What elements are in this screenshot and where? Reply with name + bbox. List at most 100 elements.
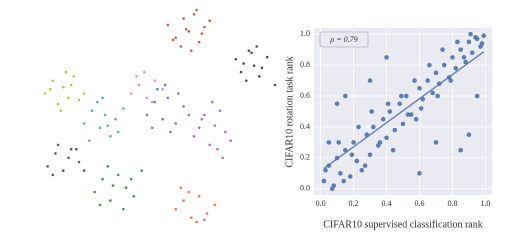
point — [384, 55, 389, 60]
embedding-point — [258, 75, 261, 78]
embedding-point — [111, 184, 115, 187]
embedding-point — [140, 169, 144, 172]
embedding-point — [103, 113, 107, 117]
annotation-box — [319, 31, 369, 48]
embedding-point — [187, 190, 191, 194]
embedding-point — [90, 109, 94, 112]
embedding-point — [124, 186, 128, 190]
embedding-point — [101, 96, 104, 100]
embedding-point — [109, 135, 112, 138]
embedding-point — [224, 130, 227, 134]
embedding-point — [213, 124, 217, 127]
x-tick-label: 0.4 — [382, 199, 392, 208]
y-tick-label: 0.6 — [300, 91, 310, 100]
embedding-point — [64, 70, 68, 74]
x-tick-label: 0.8 — [447, 199, 457, 208]
x-tick-label: 0.6 — [414, 199, 424, 208]
point — [326, 140, 332, 145]
embedding-point — [132, 195, 136, 198]
embedding-point — [61, 85, 65, 89]
embedding-point — [239, 70, 243, 74]
embedding-point — [221, 156, 225, 160]
point — [425, 78, 431, 83]
embedding-point — [69, 147, 73, 151]
embedding-point — [163, 83, 167, 87]
point — [430, 90, 435, 96]
point — [479, 41, 485, 46]
point — [338, 171, 343, 176]
embedding-point — [229, 139, 232, 142]
embedding-point — [208, 19, 211, 23]
point — [367, 78, 373, 83]
embedding-point — [174, 207, 177, 211]
embedding-point — [59, 109, 62, 112]
embedding-point — [182, 105, 185, 108]
point — [334, 101, 340, 107]
embedding-point — [171, 38, 175, 42]
embedding-point — [197, 40, 201, 44]
embedding-point — [93, 190, 96, 194]
y-tick-label: 0.2 — [300, 153, 310, 162]
embedding-point — [200, 117, 204, 121]
point — [329, 186, 335, 192]
point — [403, 93, 409, 99]
embedding-point — [244, 79, 248, 82]
point — [371, 124, 376, 130]
embedding-point — [106, 124, 110, 127]
embedding-point — [143, 70, 146, 74]
embedding-point — [197, 126, 201, 130]
embedding-point — [51, 173, 55, 177]
point — [469, 50, 475, 56]
embedding-point — [82, 122, 86, 125]
point — [359, 167, 365, 173]
embedding-point — [182, 199, 185, 202]
point — [433, 140, 439, 145]
point — [455, 39, 460, 45]
point — [458, 47, 463, 52]
embedding-point — [174, 36, 177, 40]
embedding-point — [265, 55, 269, 59]
embedding-point — [161, 87, 164, 91]
embedding-point — [150, 100, 154, 104]
point — [385, 101, 391, 107]
embedding-point — [252, 64, 256, 67]
point — [466, 39, 472, 45]
embedding-point — [192, 135, 196, 138]
embedding-point — [145, 96, 149, 100]
embedding-point — [179, 186, 183, 190]
point — [405, 112, 411, 117]
embedding-point — [116, 130, 120, 134]
embedding-point — [169, 130, 172, 134]
trend-line — [323, 51, 485, 170]
point — [354, 158, 360, 164]
embedding-point — [51, 79, 55, 82]
point — [458, 147, 463, 153]
embedding-point — [242, 62, 245, 65]
embedding-point — [200, 32, 204, 35]
embedding-point — [195, 220, 198, 224]
point — [450, 55, 455, 60]
embedding-point — [135, 75, 138, 78]
embedding-point — [67, 156, 70, 160]
embedding-point — [109, 199, 112, 202]
embedding-point — [247, 49, 251, 52]
embedding-point — [82, 92, 86, 95]
embedding-point — [43, 92, 47, 95]
embedding-point — [208, 143, 211, 147]
point — [474, 93, 480, 99]
point — [362, 163, 368, 168]
embedding-point — [67, 96, 70, 100]
embedding-point — [122, 207, 125, 211]
embedding-point — [213, 203, 217, 207]
embedding-point — [77, 98, 81, 102]
embedding-point — [182, 17, 185, 20]
embedding-point — [260, 66, 264, 70]
embedding-point — [122, 107, 125, 110]
embedding-point — [166, 23, 170, 27]
embedding-point — [218, 109, 222, 112]
y-tick-label: 0.4 — [300, 122, 310, 131]
x-axis-label: CIFAR10 supervised classification rank — [323, 219, 483, 230]
embedding-point — [137, 83, 141, 87]
annotation: ρ = 0.79 — [329, 35, 357, 44]
